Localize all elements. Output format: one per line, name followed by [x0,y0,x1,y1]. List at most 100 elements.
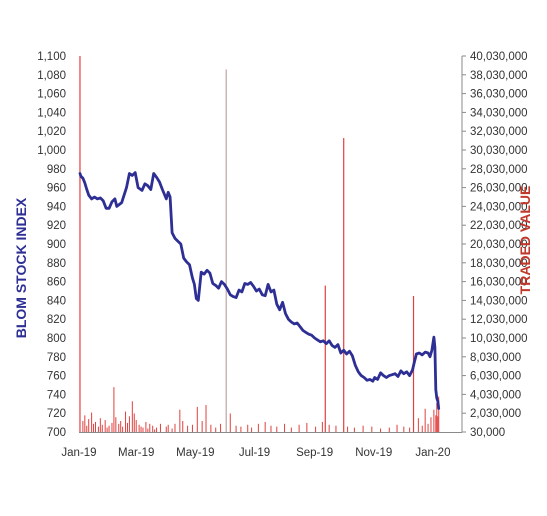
traded-value-bar [108,425,110,432]
traded-value-bar [118,423,120,432]
traded-value-bar [205,405,207,432]
y-right-tick-label: 12,030,000 [470,314,528,326]
y-left-tick-label: 700 [47,427,66,439]
x-tick-label: May-19 [176,447,214,459]
y-left-tick-label: 900 [47,239,66,251]
traded-value-bar [290,427,292,432]
traded-value-bar [371,426,373,432]
y-right-tick-label: 16,030,000 [470,277,528,289]
x-tick-label: Nov-19 [355,447,392,459]
traded-value-bar [187,425,189,432]
traded-value-bar [306,422,308,432]
traded-value-bar [247,424,249,432]
y-left-tick-label: 960 [47,183,66,195]
traded-value-bar [125,411,127,432]
traded-value-bar [362,425,364,432]
traded-value-bar [328,424,330,432]
x-tick-label: Jan-19 [61,447,96,459]
traded-value-bar [147,428,149,432]
y-right-tick-label: 38,030,000 [470,70,528,82]
traded-value-bar [128,416,130,432]
y-left-tick-label: 760 [47,371,66,383]
traded-value-bar [122,426,124,432]
traded-value-bar [133,413,135,432]
y-right-tick-label: 4,030,000 [470,389,521,401]
traded-value-bar [152,425,154,432]
right-axis-ticks: 40,030,000 38,030,000 36,030,000 34,030,000… [461,51,528,439]
y-right-tick-label: 34,030,000 [470,107,528,119]
traded-value-bar [179,409,181,432]
blom-index-line [78,171,441,410]
y-right-tick-label: 22,030,000 [470,220,528,232]
traded-value-bar [257,423,259,432]
traded-value-bar [111,422,113,432]
traded-value-bar [220,423,222,432]
traded-value-bar [403,426,405,432]
traded-value-bar [156,427,158,432]
traded-value-bar [424,408,426,432]
y-left-tick-label: 1,020 [37,126,66,138]
traded-value-bar [88,419,90,432]
traded-value-bar [104,420,106,432]
traded-value-bar [335,425,337,432]
y-left-tick-label: 940 [47,201,66,213]
traded-value-bar [79,56,81,432]
y-right-tick-label: 30,000 [470,427,505,439]
y-right-tick-label: 36,030,000 [470,89,528,101]
traded-value-bar [417,418,419,432]
traded-value-bar [437,416,439,432]
traded-value-bar [191,424,193,432]
traded-value-bar [284,423,286,432]
y-right-tick-label: 10,030,000 [470,333,528,345]
traded-value-bar [409,427,411,432]
y-right-tick-label: 40,030,000 [470,51,528,63]
traded-value-bar [135,420,137,432]
y-right-tick-label: 26,030,000 [470,183,528,195]
traded-value-bar [264,421,266,432]
traded-value-bar [298,424,300,432]
traded-value-bar [91,412,93,432]
traded-value-bar [171,428,173,432]
traded-value-bar [430,417,432,432]
left-axis-ticks: 1,100 1,080 1,060 1,040 1,020 1,000 980 960 940 9… [37,51,66,439]
traded-value-bar [142,427,144,432]
traded-value-bar [149,423,151,432]
traded-value-bar [201,421,203,432]
traded-value-bar [427,423,429,432]
traded-value-bar [93,423,95,432]
traded-value-bar [84,415,86,432]
y-left-tick-label: 920 [47,220,66,232]
traded-value-bar [396,424,398,432]
traded-value-bar [353,427,355,432]
traded-value-bar [145,421,147,432]
x-axis-ticks: Jan-19 Mar-19 May-19 Jul-19 Sep-19 Nov-19 Jan-… [61,447,450,459]
traded-value-bar [126,422,128,432]
x-tick-label: Mar-19 [118,447,154,459]
traded-value-bar [94,421,96,432]
traded-value-bar [167,424,169,432]
y-left-axis-title: BLOM STOCK INDEX [13,197,29,338]
y-right-tick-label: 2,030,000 [470,408,521,420]
traded-value-bar [324,285,326,432]
traded-value-bar [131,401,133,432]
traded-value-bar [388,427,390,432]
traded-value-bar [115,417,117,432]
traded-value-bar [140,426,142,432]
traded-value-bar [120,421,122,432]
y-left-tick-label: 1,000 [37,145,66,157]
traded-value-bar [154,429,156,432]
traded-value-bar [235,425,237,432]
traded-value-bar [86,425,88,432]
traded-value-bar [421,425,423,432]
traded-value-bar [270,425,272,432]
traded-value-bar [343,138,345,432]
traded-value-bar [347,426,349,432]
traded-value-bar [321,421,323,432]
traded-value-bar [229,413,231,432]
index-line-layer [78,171,441,410]
traded-value-bar [210,424,212,432]
y-right-tick-label: 8,030,000 [470,352,521,364]
traded-value-bar [106,427,108,432]
traded-value-bar [101,424,103,432]
